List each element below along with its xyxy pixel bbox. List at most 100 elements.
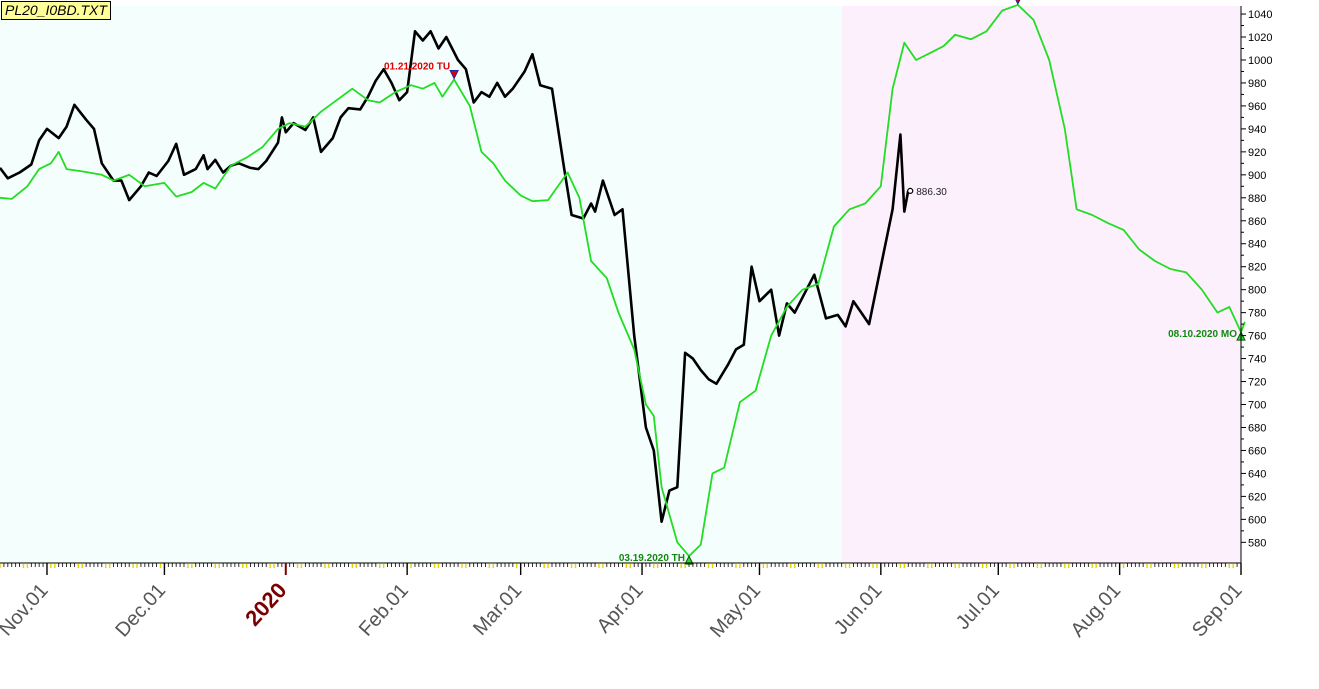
day-tick-weekend-2020-07-05 bbox=[1013, 564, 1015, 568]
x-axis: Nov.01 Dec.01 2020 Feb.01 Mar.01 Apr.01 May.01… bbox=[0, 563, 1247, 642]
day-tick-weekend-2020-06-07 bbox=[903, 564, 906, 568]
day-tick-weekend-2019-12-14 bbox=[214, 564, 217, 568]
y-tick-label-600: 600 bbox=[1248, 514, 1266, 526]
day-tick-weekend-2020-01-05 bbox=[300, 564, 303, 568]
day-tick-weekend-2020-02-16 bbox=[465, 564, 467, 568]
month-label-2020-05-01: May.01 bbox=[706, 580, 765, 642]
day-tick-weekend-2020-08-23 bbox=[1205, 564, 1207, 568]
day-tick-weekend-2020-07-19 bbox=[1068, 564, 1070, 568]
day-tick-weekend-2020-02-22 bbox=[488, 564, 491, 568]
day-tick-weekend-2019-11-24 bbox=[136, 564, 138, 568]
day-tick-weekend-2020-08-30 bbox=[1232, 564, 1234, 568]
day-tick-weekend-2019-11-09 bbox=[77, 564, 79, 568]
low-label-2: 03.19.2020 TH bbox=[619, 553, 685, 564]
low-label-3: 08.10.2020 MO bbox=[1168, 329, 1237, 340]
day-tick-weekend-2020-02-08 bbox=[433, 564, 436, 568]
day-tick-weekend-2020-05-10 bbox=[794, 564, 796, 568]
day-tick-weekend-2020-06-28 bbox=[985, 564, 988, 568]
day-tick-weekend-2020-04-26 bbox=[739, 564, 741, 568]
high-marker-0 bbox=[449, 70, 459, 80]
day-tick-weekend-2020-07-26 bbox=[1095, 564, 1097, 568]
day-tick-weekend-2020-02-23 bbox=[492, 564, 494, 568]
day-tick-weekend-2020-01-11 bbox=[324, 564, 326, 568]
annotation-layer: 01.21.2020 TU06.12.2020 FR03.19.2020 TH0… bbox=[384, 0, 1246, 565]
day-tick-weekend-2019-12-22 bbox=[245, 564, 248, 568]
day-tick-weekend-2020-03-14 bbox=[570, 564, 573, 568]
y-tick-label-680: 680 bbox=[1248, 422, 1266, 434]
day-tick-weekend-2020-08-22 bbox=[1201, 564, 1203, 568]
day-tick-weekend-2020-08-09 bbox=[1150, 564, 1152, 568]
y-tick-label-820: 820 bbox=[1248, 262, 1266, 274]
day-tick-weekend-2020-08-15 bbox=[1173, 564, 1176, 568]
day-tick-weekend-2020-03-08 bbox=[547, 564, 549, 568]
month-label-2020-09-01: Sep.01 bbox=[1188, 580, 1247, 642]
day-tick-weekend-2019-10-27 bbox=[26, 564, 29, 568]
day-tick-weekend-2019-12-29 bbox=[273, 564, 275, 568]
forecast-region-background bbox=[841, 6, 1241, 563]
day-tick-weekend-2020-06-21 bbox=[958, 564, 960, 568]
day-tick-weekend-2019-10-26 bbox=[22, 564, 25, 568]
day-tick-weekend-2020-03-21 bbox=[598, 564, 600, 568]
day-tick-weekend-2020-06-14 bbox=[931, 564, 933, 568]
day-tick-weekend-2020-07-18 bbox=[1064, 564, 1066, 568]
day-tick-weekend-2020-03-28 bbox=[625, 564, 628, 568]
y-axis: 580 600 620 640 660 680 700 720 740 760 780 800 820 8… bbox=[1241, 9, 1272, 549]
y-tick-label-800: 800 bbox=[1248, 285, 1266, 297]
day-tick-weekend-2019-11-16 bbox=[105, 564, 107, 568]
day-tick-weekend-2020-05-17 bbox=[821, 564, 823, 568]
day-tick-weekend-2020-03-29 bbox=[629, 564, 631, 568]
day-tick-weekend-2020-03-22 bbox=[602, 564, 604, 568]
day-tick-weekend-2020-05-23 bbox=[844, 564, 847, 568]
day-tick-weekend-2020-05-09 bbox=[790, 564, 792, 568]
day-tick-weekend-2019-11-23 bbox=[132, 564, 134, 568]
day-tick-weekend-2020-04-18 bbox=[707, 564, 710, 568]
day-tick-weekend-2019-12-15 bbox=[218, 564, 220, 568]
day-tick-weekend-2020-02-29 bbox=[516, 564, 518, 568]
day-tick-weekend-2020-05-03 bbox=[766, 564, 769, 568]
day-tick-weekend-2020-02-09 bbox=[437, 564, 440, 568]
y-tick-label-860: 860 bbox=[1248, 216, 1266, 228]
day-tick-weekend-2020-02-02 bbox=[410, 564, 412, 568]
y-tick-label-700: 700 bbox=[1248, 400, 1266, 412]
month-label-2020-03-01: Mar.01 bbox=[469, 580, 526, 640]
day-tick-weekend-2020-06-20 bbox=[954, 564, 956, 568]
day-tick-weekend-2020-01-12 bbox=[328, 564, 330, 568]
day-tick-weekend-2019-11-17 bbox=[108, 564, 111, 568]
day-tick-weekend-2019-11-02 bbox=[50, 564, 52, 568]
month-label-2020-01-01: 2020 bbox=[240, 578, 291, 631]
y-tick-label-660: 660 bbox=[1248, 445, 1266, 457]
y-tick-label-1020: 1020 bbox=[1248, 32, 1272, 44]
y-tick-label-720: 720 bbox=[1248, 377, 1266, 389]
y-tick-label-940: 940 bbox=[1248, 124, 1266, 136]
day-tick-weekend-2020-04-04 bbox=[653, 564, 655, 568]
day-tick-weekend-2020-04-19 bbox=[711, 564, 714, 568]
day-tick-weekend-2020-04-05 bbox=[656, 564, 659, 568]
month-label-2020-06-01: Jun.01 bbox=[830, 580, 887, 639]
series-actual-line bbox=[0, 29, 910, 524]
last-value-label: 886.30 bbox=[916, 187, 947, 198]
day-tick-weekend-2020-05-16 bbox=[817, 564, 819, 568]
month-label-2019-12-01: Dec.01 bbox=[111, 580, 170, 642]
y-tick-label-1000: 1000 bbox=[1248, 55, 1272, 67]
day-tick-weekend-2020-08-08 bbox=[1146, 564, 1148, 568]
y-tick-label-780: 780 bbox=[1248, 308, 1266, 320]
day-tick-weekend-2020-07-04 bbox=[1009, 564, 1011, 568]
day-tick-weekend-2020-03-15 bbox=[574, 564, 577, 568]
month-label-2020-02-01: Feb.01 bbox=[355, 580, 413, 641]
day-tick-weekend-2019-12-07 bbox=[187, 564, 189, 568]
day-tick-weekend-2020-05-31 bbox=[876, 564, 878, 568]
day-tick-weekend-2020-05-02 bbox=[762, 564, 765, 568]
high-marker-1 bbox=[1015, 0, 1021, 5]
day-tick-weekend-2020-01-26 bbox=[382, 564, 385, 568]
day-tick-weekend-2020-03-07 bbox=[543, 564, 545, 568]
day-tick-weekend-2020-06-06 bbox=[899, 564, 902, 568]
day-tick-weekend-2020-05-30 bbox=[872, 564, 874, 568]
day-tick-weekend-2020-06-27 bbox=[981, 564, 984, 568]
y-tick-label-900: 900 bbox=[1248, 170, 1266, 182]
day-tick-weekend-2020-01-25 bbox=[379, 564, 381, 568]
day-tick-weekend-2020-05-24 bbox=[848, 564, 851, 568]
y-tick-label-840: 840 bbox=[1248, 239, 1266, 251]
month-label-2020-07-01: Jul.01 bbox=[952, 580, 1004, 634]
y-tick-label-760: 760 bbox=[1248, 331, 1266, 343]
